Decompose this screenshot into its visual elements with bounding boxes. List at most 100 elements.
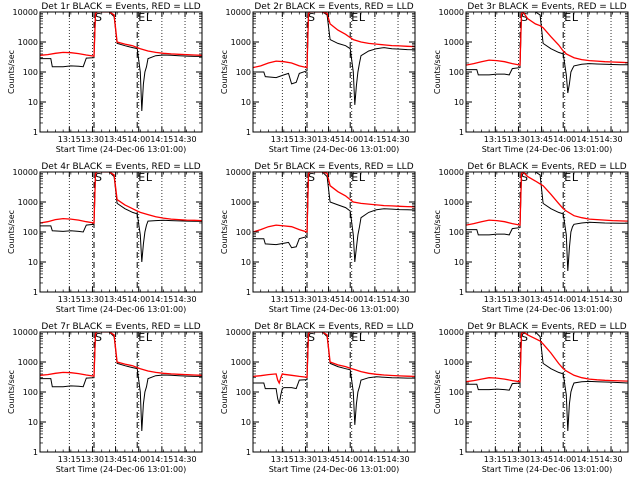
y-tick-label: 100 [449, 388, 464, 397]
panel-title: Det 9r BLACK = Events, RED = LLD [467, 322, 626, 332]
x-tick-label: 13:30 [294, 135, 317, 144]
x-tick-label: 13:15 [271, 135, 294, 144]
series-line-events [253, 12, 415, 105]
x-tick-label: 13:15 [484, 295, 507, 304]
series-line-lld [466, 12, 628, 66]
event-marker-label: S [308, 11, 315, 24]
event-marker-label: E [564, 331, 571, 344]
panel-title: Det 1r BLACK = Events, RED = LLD [41, 2, 200, 12]
series-line-events [40, 12, 202, 112]
y-tick-label: 1000 [18, 358, 38, 367]
event-marker-label: S [95, 331, 102, 344]
y-tick-label: 100 [236, 68, 251, 77]
x-tick-label: 13:30 [294, 295, 317, 304]
y-tick-label: 10 [454, 258, 464, 267]
y-axis-label: Counts/sec [7, 50, 16, 94]
x-axis-label: Start Time (24-Dec-06 13:01:00) [482, 465, 613, 474]
y-axis-label: Counts/sec [7, 210, 16, 254]
x-tick-label: 14:00 [553, 455, 576, 464]
y-tick-label: 10 [28, 98, 38, 107]
panel-title: Det 5r BLACK = Events, RED = LLD [254, 162, 413, 172]
plot-frame [465, 11, 629, 133]
y-tick-label: 1 [459, 288, 464, 297]
x-tick-label: 14:15 [576, 135, 599, 144]
y-tick-label: 1 [246, 288, 251, 297]
x-axis-label: Start Time (24-Dec-06 13:01:00) [56, 305, 187, 314]
series-line-lld [466, 332, 628, 383]
x-tick-label: 13:15 [58, 295, 81, 304]
y-tick-label: 1 [246, 448, 251, 457]
y-axis-label: Counts/sec [433, 210, 442, 254]
y-tick-label: 1 [33, 128, 38, 137]
event-marker-label: S [95, 171, 102, 184]
plot-frame [252, 11, 416, 133]
x-tick-label: 13:30 [81, 135, 104, 144]
y-tick-label: 1000 [444, 38, 464, 47]
y-tick-label: 1000 [231, 198, 251, 207]
event-marker-label: S [308, 331, 315, 344]
y-tick-label: 100 [23, 388, 38, 397]
x-tick-label: 14:30 [173, 135, 196, 144]
x-tick-label: 13:45 [104, 295, 127, 304]
x-tick-label: 14:00 [553, 295, 576, 304]
series-line-lld [253, 12, 415, 69]
y-axis-label: Counts/sec [220, 210, 229, 254]
series-line-events [253, 172, 415, 263]
event-marker-label: L [572, 171, 579, 184]
series-line-lld [253, 332, 415, 385]
event-marker-label: L [572, 11, 579, 24]
y-tick-label: 100 [449, 228, 464, 237]
plot-frame [39, 331, 203, 453]
x-tick-label: 14:00 [127, 455, 150, 464]
x-tick-label: 14:15 [576, 295, 599, 304]
x-tick-label: 13:30 [81, 455, 104, 464]
y-tick-label: 100 [236, 388, 251, 397]
y-tick-label: 10000 [226, 168, 251, 177]
y-tick-label: 10 [241, 418, 251, 427]
event-marker-label: L [146, 11, 153, 24]
series-line-lld [40, 332, 202, 377]
y-tick-label: 1 [459, 448, 464, 457]
y-tick-label: 1000 [18, 198, 38, 207]
y-tick-label: 10 [454, 98, 464, 107]
x-tick-label: 13:15 [484, 135, 507, 144]
x-tick-label: 14:00 [340, 135, 363, 144]
x-axis-label: Start Time (24-Dec-06 13:01:00) [269, 145, 400, 154]
event-marker-label: S [95, 11, 102, 24]
y-tick-label: 10000 [439, 168, 464, 177]
x-tick-label: 14:15 [363, 455, 386, 464]
y-tick-label: 100 [236, 228, 251, 237]
x-tick-label: 14:15 [150, 455, 173, 464]
y-tick-label: 10000 [439, 328, 464, 337]
x-tick-label: 13:15 [271, 455, 294, 464]
event-marker-label: S [521, 11, 528, 24]
y-tick-label: 10000 [226, 328, 251, 337]
x-tick-label: 14:15 [363, 135, 386, 144]
panel-title: Det 8r BLACK = Events, RED = LLD [254, 322, 413, 332]
event-marker-label: L [359, 331, 366, 344]
series-line-lld [40, 172, 202, 224]
x-axis-label: Start Time (24-Dec-06 13:01:00) [269, 465, 400, 474]
y-tick-label: 1000 [18, 38, 38, 47]
x-tick-label: 13:30 [507, 455, 530, 464]
event-marker-label: L [359, 11, 366, 24]
plot-frame [465, 331, 629, 453]
y-tick-label: 1 [459, 128, 464, 137]
x-tick-label: 14:00 [553, 135, 576, 144]
series-line-lld [40, 12, 202, 57]
y-tick-label: 1000 [231, 38, 251, 47]
event-marker-label: L [359, 171, 366, 184]
x-tick-label: 13:15 [58, 135, 81, 144]
event-marker-label: E [564, 171, 571, 184]
y-axis-label: Counts/sec [220, 370, 229, 414]
x-axis-label: Start Time (24-Dec-06 13:01:00) [269, 305, 400, 314]
y-tick-label: 10000 [13, 8, 38, 17]
x-tick-label: 14:30 [173, 455, 196, 464]
event-marker-label: E [138, 331, 145, 344]
x-tick-label: 13:30 [507, 295, 530, 304]
